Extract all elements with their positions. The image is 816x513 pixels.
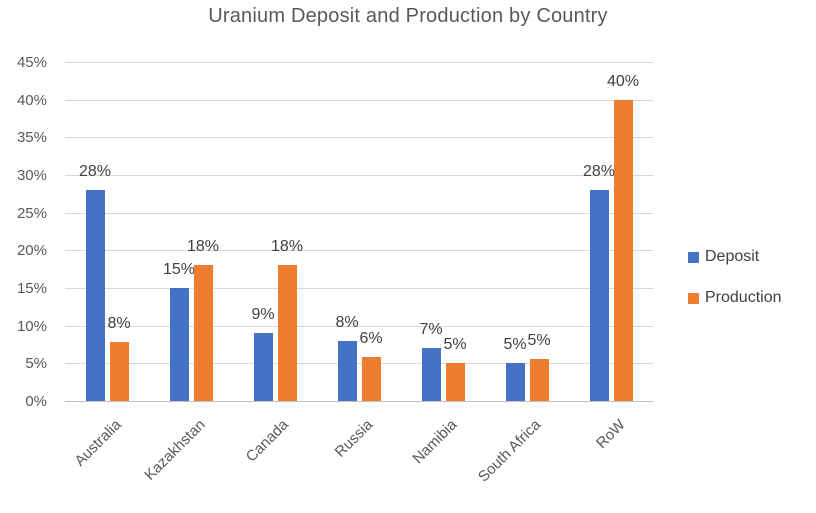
bar-deposit-south-africa: [506, 363, 525, 401]
data-label-deposit-south-africa: 5%: [503, 336, 527, 353]
y-axis-tick-label: 25%: [16, 205, 47, 222]
y-axis-tick-label: 30%: [16, 167, 47, 184]
gridline: [65, 326, 653, 327]
chart-title: Uranium Deposit and Production by Countr…: [208, 5, 608, 27]
y-axis-tick-label: 40%: [16, 92, 47, 109]
production-swatch-icon: [688, 292, 699, 304]
bar-production-namibia: [446, 363, 465, 401]
bar-deposit-namibia: [422, 348, 441, 401]
bar-deposit-row: [590, 190, 609, 401]
deposit-swatch-icon: [688, 251, 699, 263]
data-label-deposit-namibia: 7%: [419, 321, 443, 338]
bar-production-south-africa: [530, 359, 549, 401]
bar-production-australia: [110, 342, 129, 401]
legend: Deposit Production: [688, 249, 782, 331]
y-axis-tick-label: 0%: [25, 393, 47, 410]
gridline: [65, 137, 653, 138]
data-label-production-canada: 18%: [270, 238, 304, 255]
data-label-deposit-canada: 9%: [251, 306, 275, 323]
data-label-deposit-russia: 8%: [335, 314, 359, 331]
data-label-production-kazakhstan: 18%: [186, 238, 220, 255]
gridline: [65, 213, 653, 214]
bar-production-row: [614, 100, 633, 401]
data-label-production-south-africa: 5%: [527, 332, 551, 349]
x-axis-line: [65, 401, 653, 402]
bar-deposit-australia: [86, 190, 105, 401]
y-axis-tick-label: 15%: [16, 280, 47, 297]
data-label-deposit-kazakhstan: 15%: [162, 261, 196, 278]
legend-item-production: Production: [688, 290, 782, 306]
gridline: [65, 363, 653, 364]
x-axis-label-canada: Canada: [243, 416, 293, 466]
data-label-production-russia: 6%: [359, 330, 383, 347]
x-axis-label-kazakhstan: Kazakhstan: [140, 416, 209, 484]
y-axis-tick-label: 20%: [16, 242, 47, 259]
bar-production-canada: [278, 265, 297, 401]
x-axis-label-namibia: Namibia: [409, 416, 461, 468]
bar-production-kazakhstan: [194, 265, 213, 401]
bar-deposit-kazakhstan: [170, 288, 189, 401]
x-axis-label-australia: Australia: [71, 416, 125, 470]
y-axis-tick-label: 10%: [16, 318, 47, 335]
data-label-deposit-australia: 28%: [78, 163, 112, 180]
bar-deposit-russia: [338, 341, 357, 401]
x-axis-label-south-africa: South Africa: [475, 416, 545, 486]
y-axis-tick-label: 5%: [25, 355, 47, 372]
x-axis-label-row: RoW: [592, 416, 629, 452]
legend-label-production: Production: [705, 289, 782, 306]
gridline: [65, 250, 653, 251]
gridline: [65, 100, 653, 101]
y-axis-tick-label: 35%: [16, 129, 47, 146]
bar-deposit-canada: [254, 333, 273, 401]
data-label-production-namibia: 5%: [443, 336, 467, 353]
bar-production-russia: [362, 357, 381, 401]
y-axis-tick-label: 45%: [16, 54, 47, 71]
legend-label-deposit: Deposit: [705, 248, 760, 265]
gridline: [65, 175, 653, 176]
gridline: [65, 288, 653, 289]
gridline: [65, 62, 653, 63]
x-axis-label-russia: Russia: [331, 416, 377, 461]
legend-item-deposit: Deposit: [688, 249, 782, 265]
data-label-deposit-row: 28%: [582, 163, 616, 180]
data-label-production-australia: 8%: [107, 315, 131, 332]
data-label-production-row: 40%: [606, 73, 640, 90]
